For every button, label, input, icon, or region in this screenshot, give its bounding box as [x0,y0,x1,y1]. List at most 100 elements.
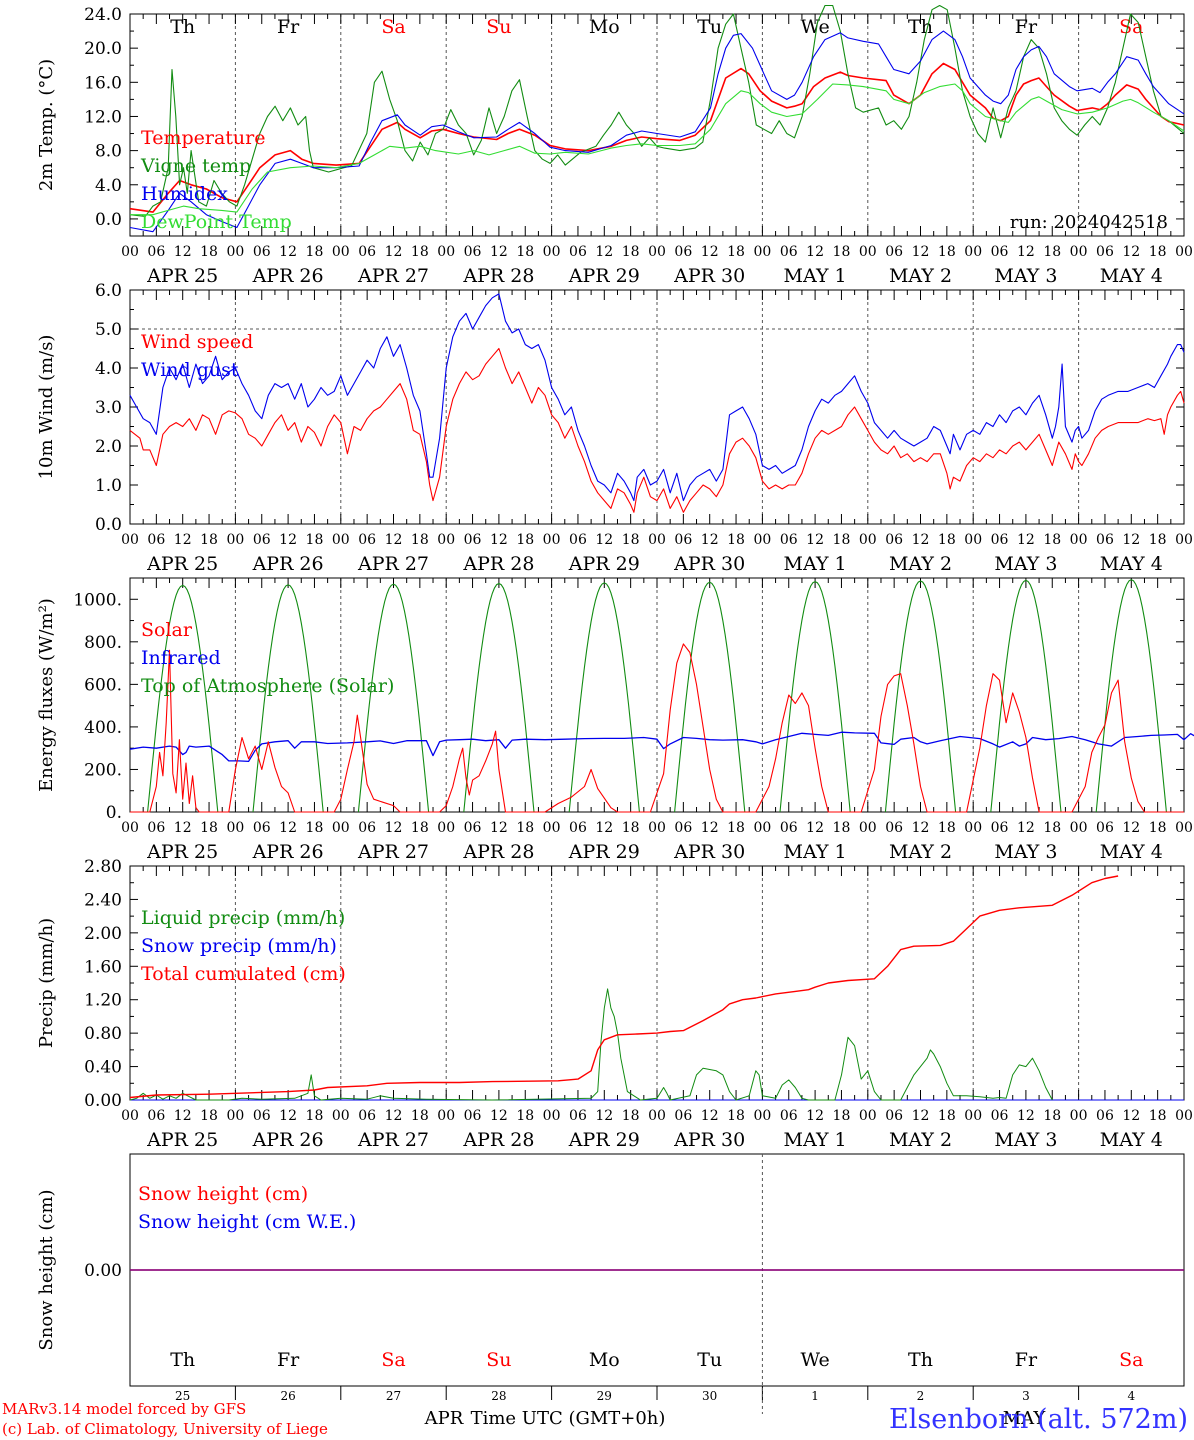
weekday-label: Mo [589,16,620,38]
day-label: APR 28 [462,841,534,863]
y-axis-label: Energy fluxes (W/m²) [36,598,57,792]
hour-tick-label: 18 [411,244,429,260]
y-tick-label: 8.0 [95,142,122,162]
hour-tick-label: 00 [753,820,771,836]
hour-tick-label: 00 [543,1108,561,1124]
hour-tick-label: 06 [253,820,271,836]
y-tick-label: 0. [106,803,122,823]
hour-tick-label: 12 [595,1108,613,1124]
hour-tick-label: 06 [147,1108,165,1124]
model-credit: MARv3.14 model forced by GFS [2,1400,246,1418]
hour-tick-label: 06 [991,244,1009,260]
hour-tick-label: 12 [806,532,824,548]
weekday-label: Tu [697,16,722,38]
panel-2: 0.0 1.0 2.0 3.0 4.0 5.0 6.0 10m Wind (m/s) 00 06 1… [36,281,1193,575]
series-wind-gust [129,293,1185,502]
legend-entry: Temperature [141,127,265,149]
hour-tick-label: 00 [1070,820,1088,836]
panel-5: 0.00 Snow height (cm) Th Fr Sa Su Mo Tu We Th Fr Sa… [36,1153,1185,1414]
day-number-label: 3 [1022,1389,1030,1403]
hour-tick-label: 12 [279,532,297,548]
series-humidex [129,30,1185,233]
hour-tick-label: 12 [1017,1108,1035,1124]
day-label: MAY 1 [784,553,847,575]
hour-tick-label: 06 [253,532,271,548]
day-label: APR 28 [462,1129,534,1151]
hour-tick-label: 12 [912,532,930,548]
hour-tick-label: 18 [1149,1108,1167,1124]
day-number-label: 27 [386,1389,401,1403]
day-label: MAY 2 [889,841,952,863]
hour-tick-label: 06 [991,532,1009,548]
hour-tick-label: 00 [121,532,139,548]
y-tick-label: 0.40 [84,1058,122,1078]
hour-tick-label: 12 [595,532,613,548]
day-label: APR 25 [146,841,218,863]
hour-tick-label: 18 [411,1108,429,1124]
hour-tick-label: 00 [543,532,561,548]
y-tick-label: 5.0 [95,320,122,340]
series-vigne-temp [129,4,1185,217]
hour-tick-label: 18 [727,820,745,836]
day-label: APR 30 [673,841,745,863]
hour-tick-label: 18 [938,820,956,836]
hour-tick-label: 06 [674,820,692,836]
hour-tick-label: 18 [200,1108,218,1124]
hour-tick-label: 06 [464,532,482,548]
legend-entry: Snow precip (mm/h) [141,935,337,957]
weekday-label: Sa [1119,16,1143,38]
legend-entry: Snow height (cm) [138,1183,308,1205]
hour-tick-label: 12 [1122,820,1140,836]
hour-tick-label: 12 [1122,1108,1140,1124]
hour-tick-label: 18 [622,1108,640,1124]
hour-tick-label: 06 [674,244,692,260]
hour-tick-label: 18 [306,244,324,260]
y-axis-label: 2m Temp. (°C) [36,59,57,191]
y-tick-label: 3.0 [95,398,122,418]
day-number-label: 2 [917,1389,925,1403]
toa-solar-line [252,584,324,813]
day-label: APR 29 [568,553,640,575]
y-tick-label: 2.0 [95,437,122,457]
weekday-label: Th [908,16,933,38]
weekday-label: Sa [1119,1349,1143,1371]
hour-tick-label: 00 [332,532,350,548]
y-tick-label: 2.00 [84,924,122,944]
hour-tick-label: 12 [174,244,192,260]
hour-tick-label: 00 [437,1108,455,1124]
day-number-label: 30 [702,1389,717,1403]
hour-tick-label: 00 [543,820,561,836]
legend-entry: Snow height (cm W.E.) [138,1211,356,1233]
hour-tick-label: 12 [806,244,824,260]
hour-tick-label: 00 [226,1108,244,1124]
weekday-label: Su [486,1349,511,1371]
hour-tick-label: 00 [753,1108,771,1124]
hour-tick-label: 18 [833,532,851,548]
hour-tick-label: 06 [464,244,482,260]
hour-tick-label: 12 [1017,532,1035,548]
hour-tick-label: 18 [938,532,956,548]
hour-tick-label: 00 [859,820,877,836]
y-axis-label: Snow height (cm) [36,1189,57,1350]
day-number-label: 4 [1127,1389,1135,1403]
hour-tick-label: 18 [622,244,640,260]
day-label: MAY 3 [994,553,1057,575]
day-label: APR 25 [146,1129,218,1151]
hour-tick-label: 00 [964,1108,982,1124]
y-tick-label: 24.0 [84,5,122,25]
legend-entry: Wind gust [141,359,239,381]
weekday-label: Tu [697,1349,722,1371]
series-infrared [129,731,1194,763]
hour-tick-label: 12 [279,244,297,260]
month-label-right: MAY [1003,1408,1047,1429]
toa-solar-line [357,583,430,813]
hour-tick-label: 06 [147,244,165,260]
hour-tick-label: 00 [121,820,139,836]
y-tick-label: 1.60 [84,957,122,977]
hour-tick-label: 00 [964,532,982,548]
day-number-label: 29 [597,1389,612,1403]
weekday-label: We [800,1349,829,1371]
hour-tick-label: 06 [358,1108,376,1124]
day-label: MAY 1 [784,841,847,863]
hour-tick-label: 18 [622,820,640,836]
